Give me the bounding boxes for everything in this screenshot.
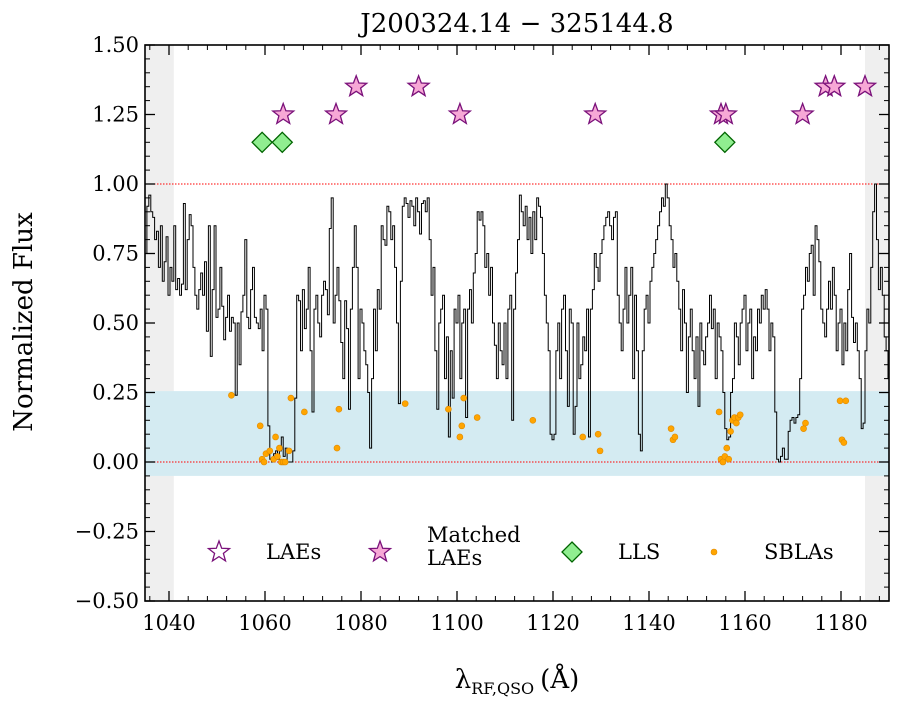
sblas-marker-31: [715, 408, 723, 416]
markers-layer: [228, 73, 878, 466]
sblas-marker-24: [529, 416, 537, 424]
laes-marker-7: [713, 101, 739, 125]
legend-marker-1: [367, 539, 393, 563]
laes-marker-3: [406, 73, 431, 98]
y-tick-label-8: 1.50: [92, 33, 139, 57]
sblas-marker-21: [458, 422, 466, 430]
sblas-marker-17: [335, 405, 343, 413]
laes-marker-8: [790, 101, 815, 125]
sblas-marker-7: [272, 433, 279, 441]
y-tick-label-2: 0.00: [92, 450, 139, 474]
sblas-marker-26: [594, 430, 602, 438]
lls-marker-2: [713, 131, 736, 154]
sblas-marker-12: [281, 458, 289, 466]
series-lls: [251, 131, 736, 154]
legend-label-1-0: Matched: [427, 523, 521, 547]
y-tick-label-6: 1.00: [92, 172, 139, 196]
sblas-marker-44: [802, 419, 809, 427]
x-tick-label-5: 1140: [622, 611, 675, 635]
chart-title: J200324.14 − 325144.8: [357, 9, 673, 39]
sblas-marker-45: [836, 397, 844, 405]
series-laes: [271, 73, 878, 125]
laes-marker-0: [271, 101, 296, 125]
legend-label-0-0: LAEs: [266, 540, 321, 564]
sblas-marker-43: [800, 425, 807, 432]
axes-layer: 1040 1060 1080 1100 1120 1140 1160 1180 −0.50 −0.…: [75, 33, 890, 635]
sblas-marker-9: [276, 444, 283, 452]
sblas-marker-48: [842, 397, 850, 405]
threshold-band: [145, 391, 889, 476]
laes-marker-1: [323, 101, 349, 125]
sblas-marker-19: [445, 405, 452, 413]
sblas-marker-30: [671, 433, 679, 441]
lls-marker-1: [271, 131, 294, 154]
sblas-marker-0: [228, 391, 235, 399]
sblas-marker-1: [256, 422, 264, 430]
legend-label-2-0: LLS: [618, 540, 660, 564]
spectrum-layer: [145, 183, 889, 463]
laes-marker-4: [447, 101, 473, 125]
x-axis-title-symbol: λ: [455, 665, 471, 695]
y-tick-label-4: 0.50: [92, 311, 139, 335]
sblas-marker-22: [460, 394, 468, 402]
sblas-marker-20: [456, 433, 464, 441]
laes-marker-10: [822, 73, 847, 98]
sblas-marker-35: [723, 444, 731, 452]
x-tick-label-3: 1100: [430, 611, 483, 635]
sblas-marker-14: [287, 394, 295, 402]
legend-label-3-0: SBLAs: [764, 540, 834, 564]
sblas-marker-16: [333, 444, 341, 452]
x-tick-label-4: 1120: [526, 611, 579, 635]
lls-marker-0: [251, 131, 274, 154]
sblas-marker-15: [301, 408, 308, 416]
sblas-marker-13: [285, 447, 293, 455]
x-tick-label-0: 1040: [142, 611, 195, 635]
sblas-marker-25: [579, 433, 587, 441]
laes-marker-5: [583, 101, 608, 125]
sblas-marker-5: [266, 447, 274, 455]
sblas-marker-27: [596, 447, 604, 455]
legend-entry-3: SBLAs: [710, 540, 834, 564]
x-tick-label-2: 1080: [334, 611, 387, 635]
sblas-marker-37: [727, 428, 734, 435]
y-tick-label-7: 1.25: [92, 103, 139, 127]
series-sblas: [228, 391, 850, 466]
sblas-marker-47: [840, 439, 848, 446]
spectrum-line: [145, 183, 889, 463]
y-tick-label-1: −0.25: [75, 520, 139, 544]
x-axis-title-unit: (Å): [540, 663, 579, 695]
legend-marker-2: [561, 541, 583, 563]
laes-marker-2: [343, 73, 369, 98]
x-tick-label-7: 1180: [814, 611, 867, 635]
x-axis-title-subscript: RF,QSO: [471, 679, 534, 698]
sblas-marker-18: [401, 400, 409, 407]
y-axis-title: Normalized Flux: [9, 212, 39, 432]
legend-marker-0: [206, 539, 232, 563]
x-tick-label-6: 1160: [718, 611, 771, 635]
sblas-marker-36: [725, 455, 732, 463]
y-tick-label-0: −0.50: [75, 589, 139, 613]
legend-marker-3: [710, 548, 718, 556]
x-axis-title: λRF,QSO (Å): [455, 663, 580, 698]
y-tick-label-5: 0.75: [92, 242, 139, 266]
x-tick-label-1: 1060: [238, 611, 291, 635]
legend-entry-2: LLS: [561, 540, 660, 564]
sblas-marker-33: [719, 458, 727, 466]
sblas-marker-3: [260, 458, 268, 466]
sblas-marker-8: [274, 453, 281, 460]
sblas-marker-42: [736, 411, 744, 419]
y-tick-label-3: 0.25: [92, 381, 139, 405]
sblas-marker-28: [667, 425, 675, 432]
laes-marker-11: [852, 73, 878, 98]
sblas-marker-40: [733, 419, 740, 427]
legend-entry-0: LAEs: [206, 539, 321, 564]
sblas-marker-23: [473, 414, 481, 421]
legend-label-1-1: LAEs: [427, 546, 482, 570]
